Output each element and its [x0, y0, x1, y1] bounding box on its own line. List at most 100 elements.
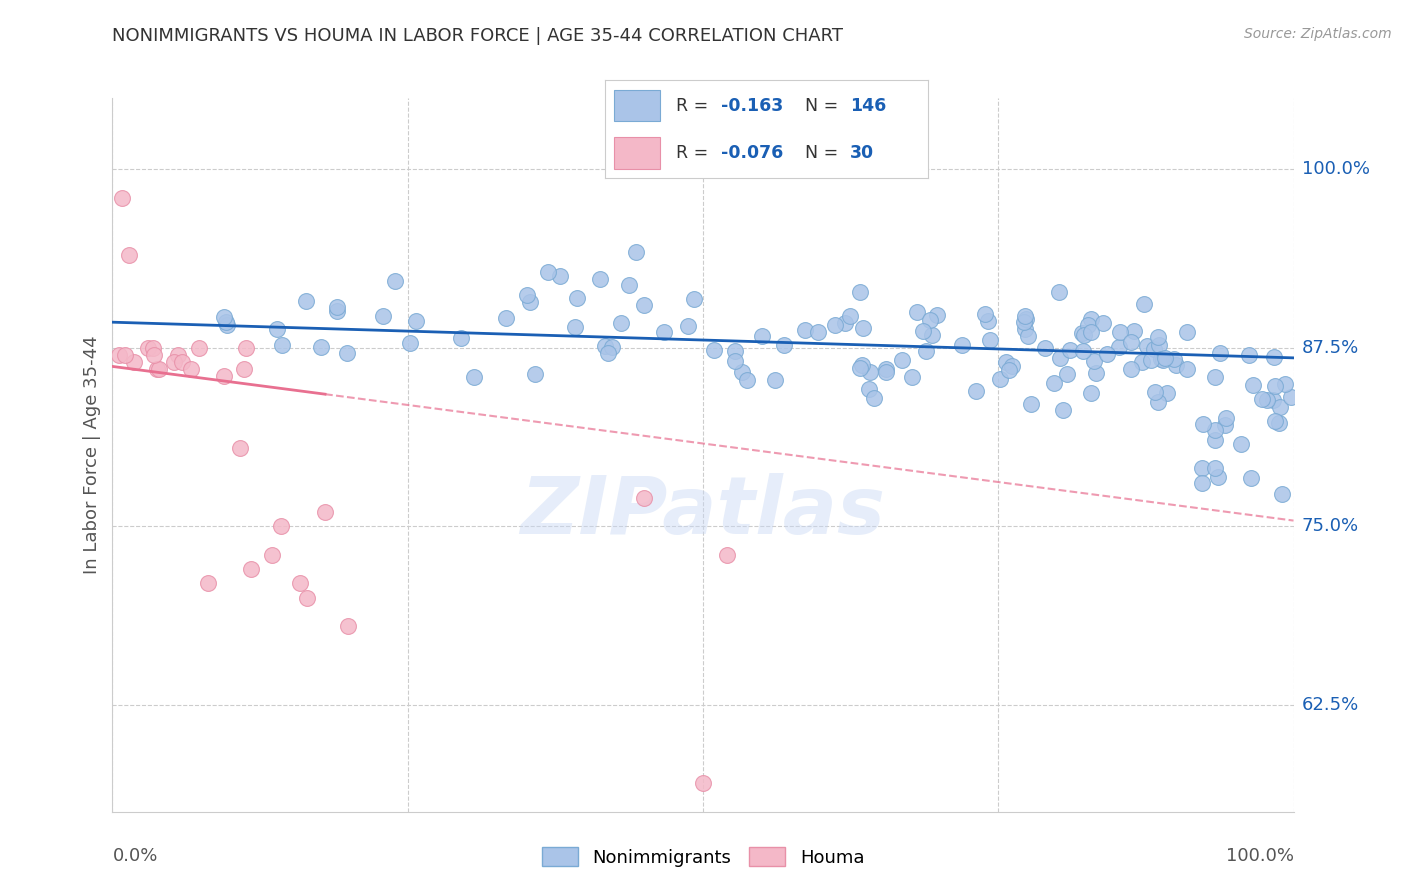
- Text: 146: 146: [851, 97, 887, 115]
- Point: [1143, 343, 1166, 357]
- Point: [1012, 315, 1035, 329]
- Point: [197, 576, 219, 591]
- Point: [793, 322, 815, 336]
- Point: [215, 315, 238, 329]
- Point: [1213, 417, 1236, 432]
- Point: [1080, 312, 1102, 326]
- Point: [1130, 355, 1153, 369]
- Point: [1140, 353, 1163, 368]
- Point: [1264, 414, 1286, 428]
- Point: [1015, 311, 1038, 326]
- Text: NONIMMIGRANTS VS HOUMA IN LABOR FORCE | AGE 35-44 CORRELATION CHART: NONIMMIGRANTS VS HOUMA IN LABOR FORCE | …: [112, 27, 844, 45]
- Point: [1156, 386, 1178, 401]
- Point: [1274, 376, 1296, 391]
- Point: [1163, 352, 1185, 367]
- Point: [215, 318, 238, 332]
- Point: [270, 519, 292, 533]
- Point: [326, 300, 349, 314]
- Text: N =: N =: [806, 97, 844, 115]
- Point: [108, 348, 131, 362]
- Point: [1001, 359, 1024, 374]
- Text: ZIPatlas: ZIPatlas: [520, 473, 886, 551]
- Point: [852, 321, 875, 335]
- Point: [1073, 327, 1095, 342]
- Point: [875, 365, 897, 379]
- Point: [295, 591, 318, 605]
- Point: [148, 362, 170, 376]
- Point: [617, 277, 640, 292]
- Point: [1147, 330, 1170, 344]
- Point: [998, 363, 1021, 377]
- Point: [118, 248, 141, 262]
- Point: [905, 305, 928, 319]
- Text: -0.076: -0.076: [721, 144, 783, 161]
- Point: [1083, 354, 1105, 368]
- Point: [849, 361, 872, 376]
- Point: [262, 548, 284, 562]
- Point: [1033, 341, 1056, 355]
- Point: [891, 352, 914, 367]
- Point: [384, 274, 406, 288]
- Point: [1150, 352, 1173, 367]
- Point: [1092, 316, 1115, 330]
- Point: [1059, 343, 1081, 357]
- Point: [1108, 341, 1130, 355]
- Point: [1119, 334, 1142, 349]
- Point: [773, 338, 796, 352]
- Point: [1143, 384, 1166, 399]
- Point: [1147, 394, 1170, 409]
- Point: [678, 319, 700, 334]
- Point: [1152, 353, 1174, 368]
- Point: [145, 362, 167, 376]
- Point: [737, 372, 759, 386]
- Point: [309, 340, 332, 354]
- Point: [593, 338, 616, 352]
- Point: [336, 346, 359, 360]
- Point: [600, 340, 623, 354]
- Point: [1192, 417, 1215, 431]
- FancyBboxPatch shape: [614, 90, 659, 121]
- Point: [398, 336, 420, 351]
- Point: [519, 294, 541, 309]
- Point: [682, 292, 704, 306]
- Point: [1042, 376, 1064, 390]
- Y-axis label: In Labor Force | Age 35-44: In Labor Force | Age 35-44: [83, 335, 101, 574]
- Point: [450, 330, 472, 344]
- Point: [1080, 385, 1102, 400]
- Point: [1109, 325, 1132, 339]
- Point: [1017, 329, 1039, 343]
- Point: [952, 337, 974, 351]
- Point: [848, 285, 870, 299]
- Point: [1264, 379, 1286, 393]
- Point: [731, 365, 754, 379]
- Point: [1147, 338, 1170, 352]
- Point: [965, 384, 987, 398]
- Point: [915, 343, 938, 358]
- Text: R =: R =: [676, 144, 713, 161]
- Point: [751, 329, 773, 343]
- Point: [862, 391, 884, 405]
- Point: [979, 333, 1001, 347]
- Point: [270, 338, 292, 352]
- Point: [912, 324, 935, 338]
- Point: [633, 297, 655, 311]
- Point: [610, 317, 633, 331]
- Point: [1206, 470, 1229, 484]
- Point: [229, 441, 252, 455]
- Point: [1021, 397, 1043, 411]
- Point: [1263, 351, 1285, 365]
- Point: [724, 344, 747, 359]
- Point: [918, 312, 941, 326]
- Text: N =: N =: [806, 144, 844, 161]
- Point: [1229, 437, 1251, 451]
- Point: [1250, 392, 1272, 407]
- Point: [652, 326, 675, 340]
- Point: [188, 341, 211, 355]
- Point: [988, 372, 1011, 386]
- Point: [212, 369, 235, 384]
- Point: [114, 348, 136, 362]
- Point: [859, 365, 882, 379]
- Point: [290, 576, 312, 591]
- Point: [1191, 461, 1213, 475]
- Point: [858, 383, 880, 397]
